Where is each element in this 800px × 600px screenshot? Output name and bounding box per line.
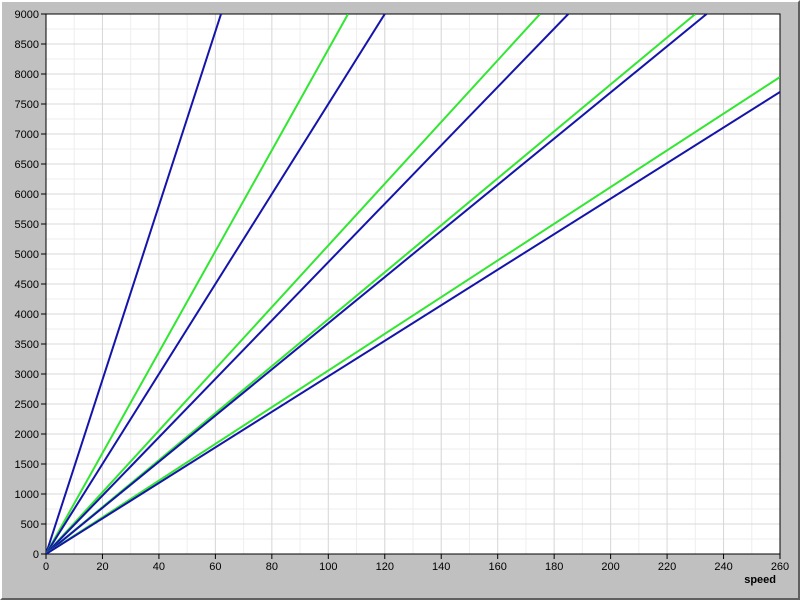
svg-text:0: 0	[33, 549, 39, 561]
svg-text:140: 140	[432, 561, 450, 573]
svg-text:6500: 6500	[15, 159, 39, 171]
svg-text:0: 0	[43, 561, 49, 573]
svg-text:4000: 4000	[15, 309, 39, 321]
svg-text:9000: 9000	[15, 9, 39, 21]
x-axis-label: speed	[744, 574, 776, 586]
svg-text:3000: 3000	[15, 369, 39, 381]
svg-text:6000: 6000	[15, 189, 39, 201]
svg-text:8000: 8000	[15, 69, 39, 81]
svg-text:7500: 7500	[15, 99, 39, 111]
svg-text:3500: 3500	[15, 339, 39, 351]
svg-text:80: 80	[266, 561, 278, 573]
svg-text:8500: 8500	[15, 39, 39, 51]
chart-svg: 0 20 40 60 80 100 120 140 160 180 200 220 240 260 0 500…	[8, 8, 792, 592]
svg-text:120: 120	[376, 561, 394, 573]
svg-text:100: 100	[319, 561, 337, 573]
svg-text:160: 160	[489, 561, 507, 573]
chart-plot: 0 20 40 60 80 100 120 140 160 180 200 220 240 260 0 500…	[8, 8, 792, 592]
svg-text:500: 500	[21, 519, 39, 531]
svg-text:40: 40	[153, 561, 165, 573]
svg-text:2500: 2500	[15, 399, 39, 411]
svg-text:5500: 5500	[15, 219, 39, 231]
svg-text:180: 180	[545, 561, 563, 573]
svg-text:20: 20	[96, 561, 108, 573]
chart-frame: 0 20 40 60 80 100 120 140 160 180 200 220 240 260 0 500…	[0, 0, 800, 600]
svg-text:5000: 5000	[15, 249, 39, 261]
svg-text:240: 240	[714, 561, 732, 573]
svg-text:2000: 2000	[15, 429, 39, 441]
svg-text:220: 220	[658, 561, 676, 573]
svg-text:60: 60	[209, 561, 221, 573]
svg-text:1500: 1500	[15, 459, 39, 471]
svg-text:4500: 4500	[15, 279, 39, 291]
svg-text:7000: 7000	[15, 129, 39, 141]
svg-text:200: 200	[601, 561, 619, 573]
svg-text:1000: 1000	[15, 489, 39, 501]
svg-text:260: 260	[771, 561, 789, 573]
